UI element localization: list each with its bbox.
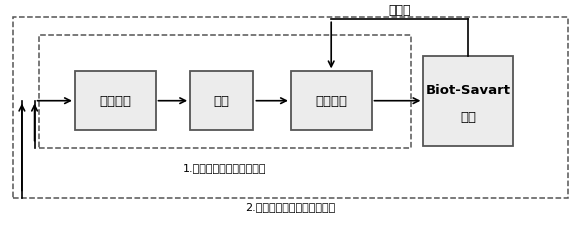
Text: 欧姆定律: 欧姆定律 xyxy=(315,95,347,108)
Bar xyxy=(75,72,156,130)
Text: 2.基于磁感应强度的重建算法: 2.基于磁感应强度的重建算法 xyxy=(245,201,335,211)
Text: 边值问题: 边值问题 xyxy=(99,95,131,108)
Bar xyxy=(423,56,513,146)
Text: 1.基于电流密度的重建算法: 1.基于电流密度的重建算法 xyxy=(183,163,267,173)
Text: 梯度: 梯度 xyxy=(214,95,230,108)
Text: 定律: 定律 xyxy=(460,110,476,124)
Bar xyxy=(190,72,253,130)
Bar xyxy=(13,18,568,198)
Text: 正问题: 正问题 xyxy=(388,4,411,17)
Bar xyxy=(39,36,411,148)
Text: Biot-Savart: Biot-Savart xyxy=(426,83,510,97)
Bar xyxy=(291,72,372,130)
